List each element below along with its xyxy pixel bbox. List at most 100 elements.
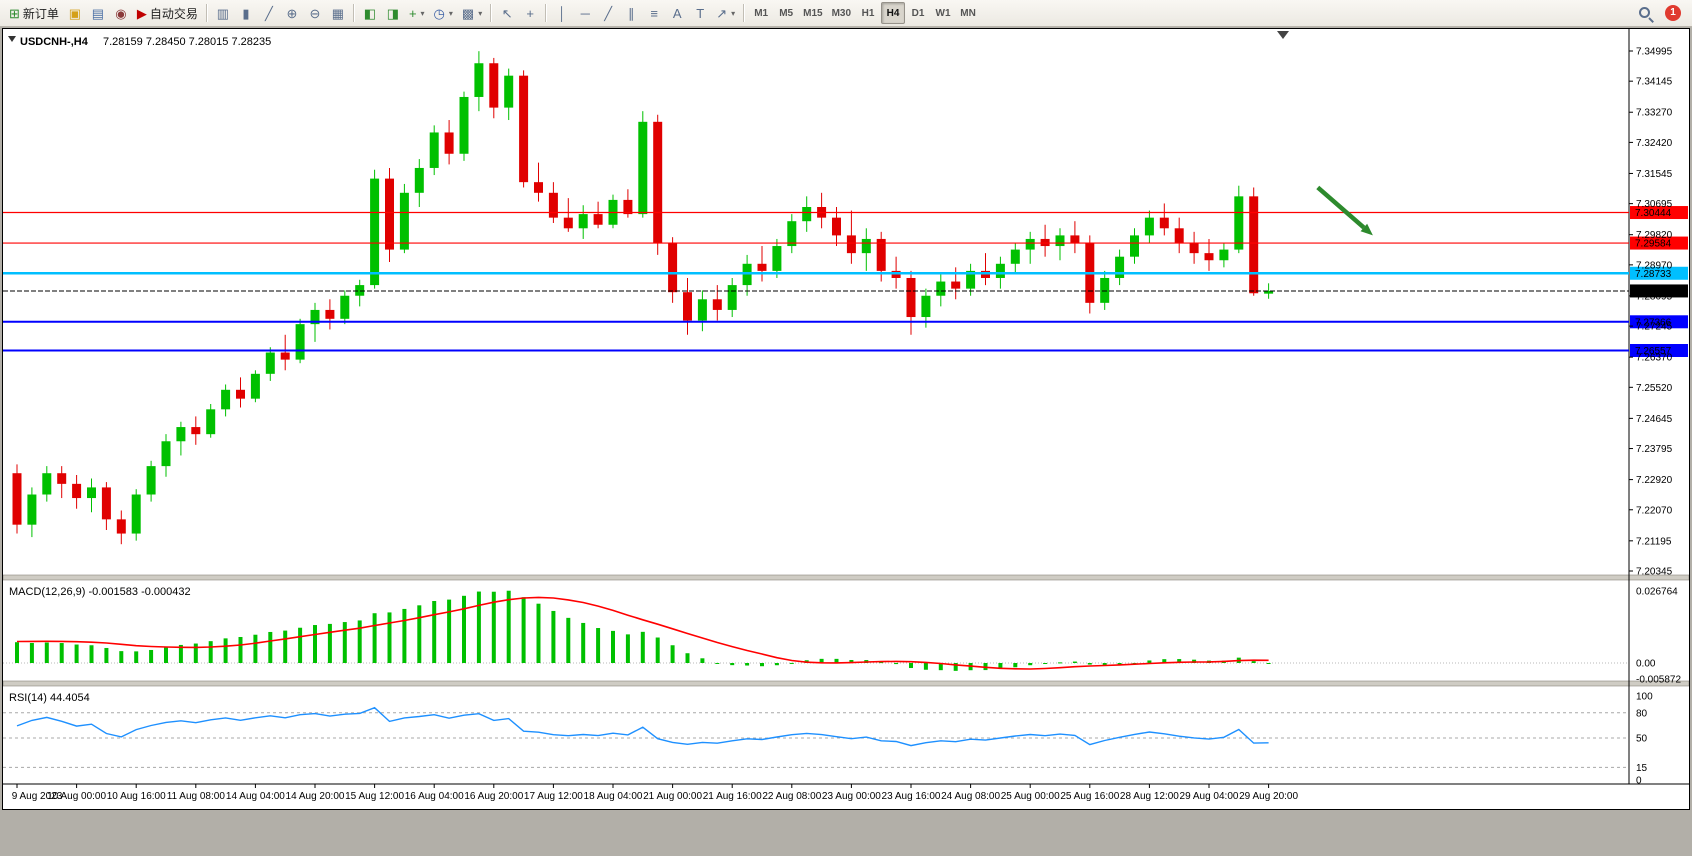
macd-histogram-bar bbox=[521, 597, 526, 663]
macd-histogram-bar bbox=[625, 634, 630, 663]
rsi-axis-label: 100 bbox=[1636, 692, 1653, 703]
indicator-plus-icon: + bbox=[408, 5, 417, 21]
time-axis-label: 29 Aug 04:00 bbox=[1180, 791, 1239, 802]
timeframe-m1-button[interactable]: M1 bbox=[749, 2, 773, 24]
web-terminal-button[interactable]: ◉ bbox=[110, 2, 132, 24]
clock-icon: ◷ bbox=[433, 5, 445, 21]
macd-histogram-bar bbox=[1177, 659, 1182, 663]
chart-shift-button[interactable]: ◨ bbox=[382, 2, 404, 24]
zoom-out-button[interactable]: ⊖ bbox=[304, 2, 326, 24]
channel-button[interactable]: ∥ bbox=[620, 2, 642, 24]
support-line-2[interactable]: 7.26557 bbox=[3, 344, 1688, 358]
pane-separator[interactable] bbox=[2, 680, 1690, 687]
timeframe-h1-button[interactable]: H1 bbox=[856, 2, 880, 24]
indicators-button[interactable]: + ▾ bbox=[405, 2, 429, 24]
time-axis-label: 21 Aug 00:00 bbox=[643, 791, 702, 802]
timeframe-d1-button[interactable]: D1 bbox=[906, 2, 930, 24]
macd-histogram-bar bbox=[476, 591, 481, 663]
crosshair-button[interactable]: + bbox=[519, 2, 541, 24]
candle bbox=[236, 377, 245, 408]
zoom-in-button[interactable]: ⊕ bbox=[281, 2, 303, 24]
timeframe-m30-button[interactable]: M30 bbox=[828, 2, 855, 24]
support-line-1[interactable]: 7.27366 bbox=[3, 315, 1688, 329]
templates-button[interactable]: ▩ ▾ bbox=[458, 2, 486, 24]
macd-histogram-bar bbox=[536, 603, 541, 663]
arrows-button[interactable]: ↗ ▾ bbox=[712, 2, 739, 24]
auto-scroll-button[interactable]: ◧ bbox=[359, 2, 381, 24]
macd-histogram-bar bbox=[447, 599, 452, 663]
price-axis-label: 7.29820 bbox=[1636, 230, 1673, 241]
one-click-trading-arrow[interactable] bbox=[8, 36, 16, 42]
candle bbox=[593, 201, 603, 229]
data-window-button[interactable]: ▤ bbox=[87, 2, 109, 24]
trendline-button[interactable]: ╱ bbox=[597, 2, 619, 24]
search-icon[interactable] bbox=[1637, 5, 1654, 22]
macd-histogram-bar bbox=[372, 613, 377, 663]
macd-histogram-bar bbox=[253, 634, 258, 663]
horizontal-line-button[interactable]: ─ bbox=[574, 2, 596, 24]
pivot-line[interactable]: 7.28733 bbox=[3, 266, 1688, 280]
workspace-background bbox=[0, 810, 1692, 856]
candle bbox=[727, 277, 737, 318]
chart-objects[interactable]: 7.30444 7.29584 7.28733 7.28235 7.27366 7.265… bbox=[3, 185, 1688, 358]
time-axis-label: 11 Aug 08:00 bbox=[167, 791, 226, 802]
auto-trading-button[interactable]: ▶ 自动交易 bbox=[133, 2, 202, 24]
candlestick-chart-button[interactable]: ▮ bbox=[235, 2, 257, 24]
macd-histogram-bar bbox=[193, 643, 198, 663]
candle bbox=[1100, 270, 1110, 310]
candle bbox=[906, 270, 916, 335]
timeframe-mn-button[interactable]: MN bbox=[956, 2, 980, 24]
periods-button[interactable]: ◷ ▾ bbox=[430, 2, 457, 24]
chart-shift-marker[interactable] bbox=[1277, 31, 1289, 39]
chart-symbol-label: USDCNH-,H4 bbox=[20, 36, 89, 48]
fibonacci-button[interactable]: ≡ bbox=[643, 2, 665, 24]
resistance-line-2[interactable]: 7.29584 bbox=[3, 236, 1688, 250]
new-order-button[interactable]: ⊞ 新订单 bbox=[5, 2, 63, 24]
macd-histogram-bar bbox=[491, 591, 496, 663]
pane-separator[interactable] bbox=[2, 574, 1690, 581]
macd-histogram-bar bbox=[342, 622, 347, 663]
resistance-line-1[interactable]: 7.30444 bbox=[3, 206, 1688, 220]
macd-histogram-bar bbox=[670, 645, 675, 663]
cursor-button[interactable]: ↖ bbox=[496, 2, 518, 24]
text-label-button[interactable]: T bbox=[689, 2, 711, 24]
macd-histogram-bar bbox=[700, 658, 705, 663]
tile-windows-button[interactable]: ▦ bbox=[327, 2, 349, 24]
candle bbox=[72, 474, 82, 509]
macd-histogram-bar bbox=[551, 610, 556, 663]
chart-canvas[interactable]: 7.30444 7.29584 7.28733 7.28235 7.27366 7.265… bbox=[2, 29, 1690, 809]
notification-badge[interactable]: 1 bbox=[1665, 5, 1681, 21]
macd-histogram-bar bbox=[223, 638, 228, 663]
candle bbox=[191, 416, 201, 445]
timeframe-w1-button[interactable]: W1 bbox=[931, 2, 955, 24]
macd-histogram-bar bbox=[596, 628, 601, 663]
candle bbox=[221, 384, 231, 417]
chart-window[interactable]: 7.30444 7.29584 7.28733 7.28235 7.27366 7.265… bbox=[2, 28, 1690, 810]
mql5-community-button[interactable]: ▣ bbox=[64, 2, 86, 24]
macd-histogram-bar bbox=[164, 647, 168, 663]
crosshair-icon: + bbox=[526, 5, 535, 21]
macd-histogram-bar bbox=[1058, 662, 1062, 664]
time-axis-label: 24 Aug 08:00 bbox=[941, 791, 1000, 802]
macd-histogram-bar bbox=[715, 662, 720, 664]
macd-histogram-bar bbox=[208, 641, 213, 663]
time-axis-label: 22 Aug 08:00 bbox=[762, 791, 821, 802]
line-chart-button[interactable]: ╱ bbox=[258, 2, 280, 24]
macd-histogram-bar bbox=[1162, 659, 1167, 663]
timeframe-h4-button[interactable]: H4 bbox=[881, 2, 906, 24]
current-price-line[interactable]: 7.28235 bbox=[3, 284, 1688, 297]
candle bbox=[936, 274, 946, 307]
time-axis-label: 21 Aug 16:00 bbox=[703, 791, 762, 802]
bar-chart-icon: ▥ bbox=[216, 5, 230, 21]
price-axis[interactable]: 7.34995 7.34145 7.33270 7.32420 7.31545 7.306… bbox=[1629, 47, 1681, 787]
timeframe-m5-button[interactable]: M5 bbox=[774, 2, 798, 24]
candle bbox=[280, 334, 290, 371]
bar-chart-button[interactable]: ▥ bbox=[212, 2, 234, 24]
arrow-annotation[interactable] bbox=[1316, 185, 1373, 236]
vertical-line-button[interactable]: │ bbox=[551, 2, 573, 24]
text-button[interactable]: A bbox=[666, 2, 688, 24]
candle bbox=[1130, 228, 1139, 264]
pane-separators[interactable] bbox=[2, 29, 1690, 785]
timeframe-m15-button[interactable]: M15 bbox=[799, 2, 826, 24]
